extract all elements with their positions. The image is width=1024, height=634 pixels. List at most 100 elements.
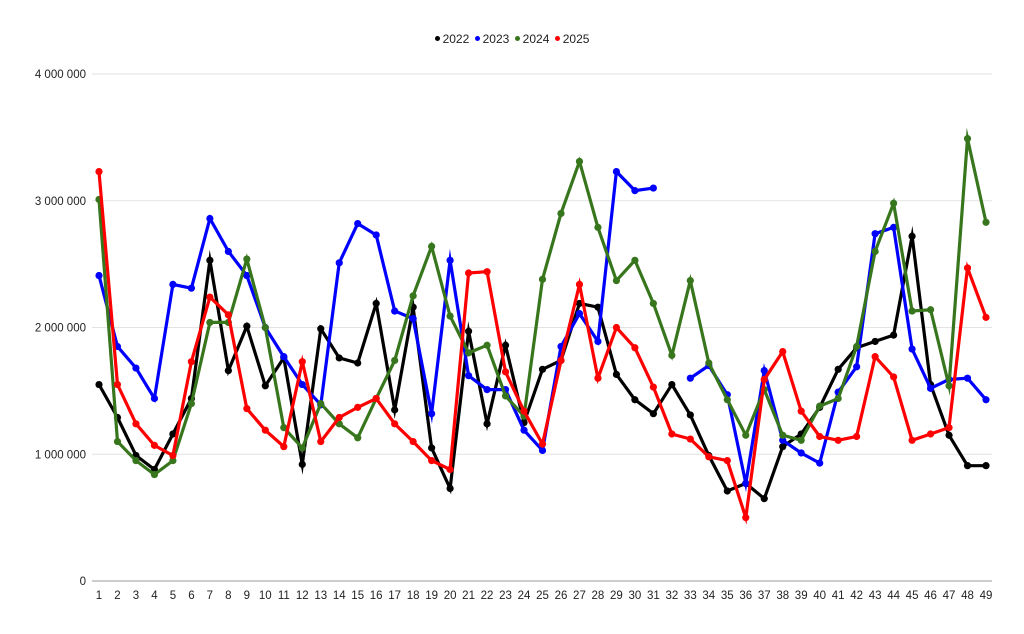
- data-point-2022: [464, 327, 473, 335]
- data-point-2022: [594, 303, 602, 311]
- data-point-2023: [224, 247, 232, 256]
- data-point-2025: [298, 358, 306, 366]
- data-point-2022: [631, 396, 639, 404]
- data-point-2024: [298, 444, 306, 452]
- data-point-2024: [908, 307, 916, 315]
- legend-item-2025[interactable]: 2025: [554, 32, 589, 46]
- data-point-2023: [95, 271, 103, 280]
- data-point-2024: [317, 399, 325, 408]
- data-point-2025: [187, 358, 195, 366]
- data-point-2025: [853, 432, 861, 441]
- data-point-2023: [538, 446, 547, 455]
- x-tick-label: 16: [370, 590, 383, 602]
- x-tick-label: 28: [592, 590, 605, 602]
- data-point-2025: [132, 420, 140, 428]
- data-point-2024: [742, 431, 750, 439]
- legend-item-2022[interactable]: 2022: [434, 31, 470, 46]
- x-tick-label: 13: [314, 590, 327, 602]
- data-point-2023: [575, 309, 584, 318]
- data-point-2023: [464, 372, 473, 380]
- data-point-2022: [945, 431, 953, 439]
- data-point-2025: [575, 280, 584, 289]
- data-point-2024: [206, 318, 214, 327]
- x-tick-label: 11: [278, 590, 290, 602]
- data-point-2023: [908, 345, 916, 353]
- data-point-2024: [446, 312, 454, 320]
- data-point-2022: [428, 444, 436, 452]
- legend-item-2024[interactable]: 2024: [514, 32, 549, 46]
- data-point-2025: [649, 383, 657, 391]
- data-point-2023: [335, 259, 343, 267]
- data-point-2022: [723, 487, 731, 495]
- x-tick-label: 23: [499, 590, 512, 602]
- data-point-2025: [206, 293, 214, 301]
- data-point-2025: [871, 353, 879, 361]
- data-point-2025: [594, 374, 602, 382]
- data-point-2025: [834, 436, 842, 444]
- data-point-2023: [354, 219, 362, 228]
- data-point-2023: [206, 214, 214, 223]
- x-tick-label: 36: [739, 590, 752, 602]
- data-point-2024: [391, 356, 399, 365]
- data-point-2024: [779, 431, 787, 439]
- y-tick-label: 3 000 000: [35, 196, 86, 208]
- x-tick-label: 34: [702, 590, 715, 602]
- legend-item-2023[interactable]: 2023: [474, 31, 510, 46]
- data-point-2025: [908, 436, 916, 444]
- x-tick-label: 35: [721, 590, 734, 602]
- data-point-2025: [446, 465, 454, 474]
- data-point-2023: [187, 284, 195, 292]
- legend-label: 2023: [482, 31, 510, 46]
- x-tick-label: 7: [207, 590, 213, 602]
- x-tick-label: 2: [114, 590, 120, 602]
- data-point-2023: [612, 167, 621, 176]
- x-tick-label: 4: [151, 590, 158, 602]
- data-point-2024: [169, 456, 177, 465]
- data-point-2024: [243, 255, 251, 263]
- data-point-2024: [890, 199, 898, 207]
- x-tick-label: 45: [906, 590, 919, 602]
- x-tick-label: 27: [573, 590, 586, 602]
- data-point-2023: [963, 374, 972, 382]
- legend-marker-icon: [514, 36, 520, 41]
- data-point-2022: [354, 359, 362, 367]
- data-point-2024: [612, 277, 621, 285]
- data-point-2025: [760, 375, 768, 384]
- data-point-2025: [631, 344, 639, 352]
- data-point-2023: [243, 271, 251, 280]
- data-point-2024: [280, 424, 288, 432]
- data-point-2025: [428, 456, 436, 465]
- chart-legend: 2022 2023 2024 2025: [0, 30, 1024, 46]
- x-tick-label: 46: [924, 590, 937, 602]
- data-point-2022: [668, 380, 676, 389]
- data-point-2025: [464, 269, 473, 277]
- data-point-2024: [816, 402, 824, 410]
- legend-label: 2022: [442, 31, 470, 46]
- data-point-2025: [501, 368, 510, 376]
- data-point-2024: [853, 342, 861, 351]
- x-tick-label: 12: [296, 590, 309, 602]
- x-tick-label: 30: [628, 590, 641, 602]
- x-tick-label: 22: [481, 590, 494, 602]
- x-tick-label: 38: [776, 590, 789, 602]
- data-point-2023: [428, 410, 436, 418]
- data-point-2023: [760, 366, 768, 375]
- x-tick-label: 19: [425, 590, 438, 602]
- data-point-2025: [354, 403, 362, 411]
- data-point-2025: [261, 426, 269, 434]
- data-point-2023: [391, 307, 399, 315]
- data-point-2024: [834, 394, 842, 403]
- data-point-2024: [557, 209, 565, 218]
- data-point-2023: [982, 396, 990, 404]
- data-point-2025: [113, 380, 122, 389]
- data-point-2025: [150, 441, 159, 449]
- x-tick-label: 3: [133, 590, 139, 602]
- data-point-2023: [298, 380, 306, 389]
- data-point-2025: [742, 514, 750, 522]
- series-line-2025: [97, 171, 988, 525]
- data-point-2024: [631, 256, 639, 264]
- data-point-2025: [483, 268, 491, 276]
- data-point-2024: [150, 470, 159, 479]
- data-point-2022: [779, 443, 787, 451]
- data-point-2024: [132, 456, 140, 465]
